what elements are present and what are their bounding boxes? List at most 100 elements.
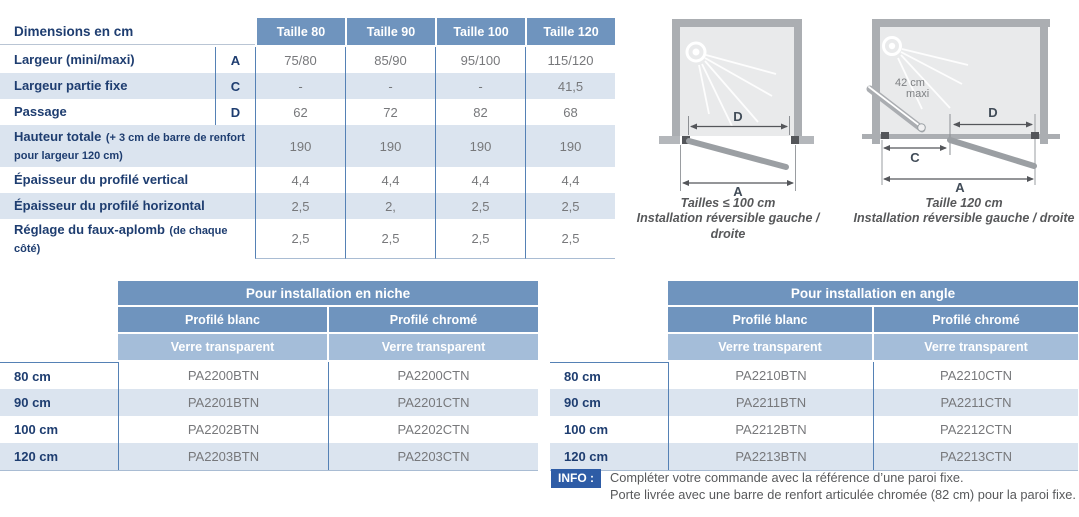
- wall-right: [794, 19, 802, 144]
- dimensions-table: Dimensions en cm Taille 80 Taille 90 Tai…: [0, 18, 615, 259]
- installation-diagram-large: 42 cm maxi D C A: [862, 19, 1060, 195]
- product-reference: PA2202CTN: [328, 416, 538, 443]
- info-note: INFO : Compléter votre commande avec la …: [551, 469, 1076, 504]
- cell-value: 2,: [345, 193, 435, 219]
- cell-value: 190: [345, 125, 435, 167]
- cell-value: 41,5: [525, 73, 615, 99]
- cell-value: 62: [255, 99, 345, 125]
- size-label: 80 cm: [0, 362, 118, 389]
- row-letter: A: [215, 47, 255, 73]
- profile-header-row: Profilé blanc Profilé chromé: [668, 307, 1078, 332]
- diagram-caption-large: Taille 120 cm Installation réversible ga…: [850, 196, 1078, 227]
- dim-label-d: D: [988, 105, 997, 120]
- table-row: 90 cm PA2211BTN PA2211CTN: [550, 389, 1078, 416]
- column-subheader-verre: Verre transparent: [874, 334, 1078, 360]
- product-reference: PA2201BTN: [118, 389, 328, 416]
- cell-value: 190: [255, 125, 345, 167]
- cell-value: 82: [435, 99, 525, 125]
- angle-table-title: Pour installation en angle: [668, 281, 1078, 305]
- cell-value: -: [255, 73, 345, 99]
- size-label: 80 cm: [550, 362, 668, 389]
- pivot-block-right: [791, 136, 799, 144]
- reinforcement-bar: [866, 85, 926, 133]
- size-label: 90 cm: [14, 395, 51, 410]
- column-subheader-verre: Verre transparent: [118, 334, 327, 360]
- shower-head-icon: [882, 36, 969, 110]
- table-row: 100 cm PA2212BTN PA2212CTN: [550, 416, 1078, 443]
- table-row: Épaisseur du profilé vertical 4,4 4,4 4,…: [0, 167, 615, 193]
- cell-value: 2,5: [255, 193, 345, 219]
- product-reference: PA2212BTN: [668, 416, 873, 443]
- caption-size: Tailles ≤ 100 cm: [680, 196, 776, 210]
- max-width-note-line2: maxi: [906, 88, 929, 100]
- glass-header-row: Verre transparent Verre transparent: [118, 334, 538, 360]
- table-row: Épaisseur du profilé horizontal 2,5 2, 2…: [0, 193, 615, 219]
- table-row: Largeur (mini/maxi) A 75/80 85/90 95/100…: [0, 47, 615, 73]
- table-row: Passage D 62 72 82 68: [0, 99, 615, 125]
- dim-label-d: D: [733, 109, 742, 124]
- pivot-block-left: [682, 136, 690, 144]
- row-letter: C: [215, 73, 255, 99]
- row-letter: D: [215, 99, 255, 125]
- cell-value: 4,4: [435, 167, 525, 193]
- table-row: 80 cm PA2210BTN PA2210CTN: [550, 362, 1078, 389]
- column-subheader-verre: Verre transparent: [668, 334, 872, 360]
- product-reference: PA2203CTN: [328, 443, 538, 470]
- cell-value: 2,5: [435, 193, 525, 219]
- cell-value: 190: [525, 125, 615, 167]
- wall-foot-right: [792, 136, 814, 144]
- product-reference: PA2200CTN: [328, 362, 538, 389]
- cell-value: 115/120: [525, 47, 615, 73]
- table-row: 100 cm PA2202BTN PA2202CTN: [0, 416, 538, 443]
- cell-value: 68: [525, 99, 615, 125]
- wall-right: [1040, 19, 1048, 144]
- dimensions-table-header: Dimensions en cm Taille 80 Taille 90 Tai…: [0, 18, 615, 45]
- info-badge: INFO :: [551, 469, 601, 488]
- row-label: Passage: [14, 104, 67, 120]
- caption-size: Taille 120 cm: [925, 196, 1003, 210]
- cell-value: 4,4: [345, 167, 435, 193]
- row-label: Largeur (mini/maxi): [14, 52, 135, 68]
- product-reference: PA2211CTN: [873, 389, 1078, 416]
- product-reference: PA2201CTN: [328, 389, 538, 416]
- product-reference: PA2200BTN: [118, 362, 328, 389]
- profile-header-row: Profilé blanc Profilé chromé: [118, 307, 538, 332]
- row-label: Largeur partie fixe: [14, 78, 128, 94]
- table-row: Hauteur totale (+ 3 cm de barre de renfo…: [0, 125, 615, 167]
- caption-installation: Installation réversible gauche / droite: [853, 211, 1075, 226]
- wall-left: [672, 19, 680, 144]
- shower-head-icon: [685, 41, 777, 127]
- cell-value: 95/100: [435, 47, 525, 73]
- cell-value: 190: [435, 125, 525, 167]
- table-row: Réglage du faux-aplomb (de chaque côté) …: [0, 219, 615, 259]
- product-reference: PA2210CTN: [873, 362, 1078, 389]
- pivot-block-right: [1031, 132, 1039, 139]
- product-reference: PA2202BTN: [118, 416, 328, 443]
- size-label: 120 cm: [14, 449, 59, 464]
- row-label: Épaisseur du profilé vertical: [14, 172, 189, 188]
- row-label: Hauteur totale: [14, 129, 102, 144]
- table-row: 120 cm PA2213BTN PA2213CTN: [550, 443, 1078, 471]
- column-header-taille-80: Taille 80: [257, 18, 345, 45]
- product-reference: PA2213BTN: [668, 443, 873, 470]
- cell-value: 4,4: [525, 167, 615, 193]
- size-label: 100 cm: [564, 422, 609, 437]
- dim-label-a: A: [955, 180, 965, 195]
- size-label: 90 cm: [564, 395, 601, 410]
- cell-value: -: [345, 73, 435, 99]
- cell-value: 2,5: [255, 219, 345, 259]
- door-panel: [947, 137, 1037, 169]
- wall-left: [872, 19, 880, 144]
- niche-table: Pour installation en niche Profilé blanc…: [0, 281, 538, 471]
- cell-value: 2,5: [525, 193, 615, 219]
- row-label: Épaisseur du profilé horizontal: [14, 198, 205, 214]
- caption-installation: Installation réversible gauche / droite: [636, 211, 820, 241]
- dim-label-c: C: [910, 150, 920, 165]
- shower-tray-edge: [862, 134, 1060, 139]
- diagram-caption-small: Tailles ≤ 100 cm Installation réversible…: [618, 196, 838, 242]
- product-reference: PA2210BTN: [668, 362, 873, 389]
- product-reference: PA2211BTN: [668, 389, 873, 416]
- max-width-note-line1: 42 cm: [895, 77, 925, 89]
- column-header-profile-blanc: Profilé blanc: [118, 307, 327, 332]
- door-panel: [686, 138, 789, 170]
